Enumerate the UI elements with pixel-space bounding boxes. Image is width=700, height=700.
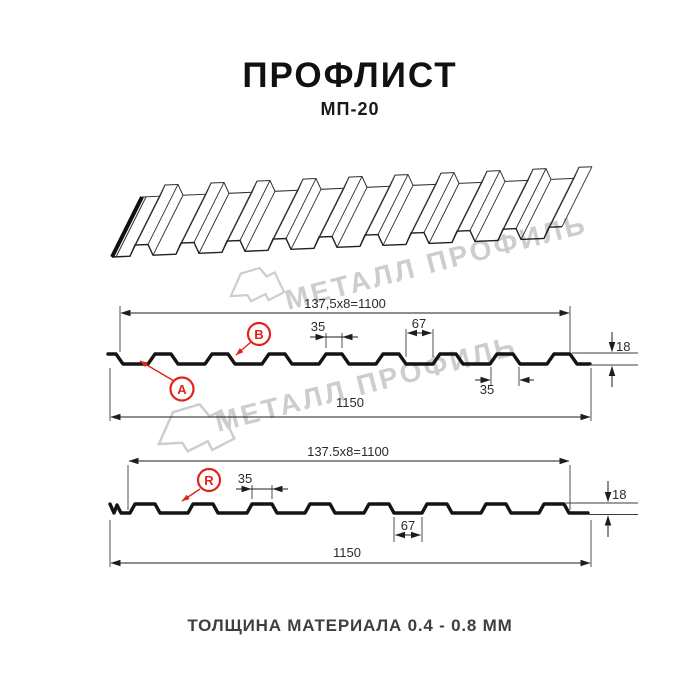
dim-working-width-r: 137.5x8=1100 <box>307 444 389 459</box>
dim-overall-width-a: 1150 <box>336 395 364 410</box>
profile-a-drawing: 137,5x8=1100 1150 35 67 35 18 A B <box>106 296 638 421</box>
profile-a-dimension-lines <box>110 309 616 421</box>
dim-rib-top-a: 35 <box>311 319 325 334</box>
dim-valley-r: 67 <box>401 518 415 533</box>
side-label-a: A <box>139 360 195 402</box>
watermark-brand-lower: МЕТАЛЛ ПРОФИЛЬ <box>212 330 521 438</box>
dim-height-r: 18 <box>612 487 626 502</box>
dim-height-a: 18 <box>616 339 630 354</box>
dim-rib-base-a: 35 <box>480 382 494 397</box>
profile-a-outline <box>106 352 592 366</box>
profile-r-outline <box>108 502 590 515</box>
label-a-letter: A <box>177 382 187 397</box>
watermark-logo-upper <box>229 266 286 303</box>
page-title: ПРОФЛИСТ <box>242 56 458 95</box>
side-label-b: B <box>235 321 272 356</box>
profile-r-dimension-lines <box>110 457 612 567</box>
dim-overall-width-r: 1150 <box>333 545 361 560</box>
material-thickness-note: ТОЛЩИНА МАТЕРИАЛА 0.4 - 0.8 ММ <box>187 616 513 635</box>
dim-valley-a: 67 <box>412 316 426 331</box>
profile-r-extension-lines <box>109 465 638 567</box>
profile-r-drawing: 137.5x8=1100 1150 35 67 18 R <box>108 444 638 567</box>
sheet-3d-view <box>110 166 593 258</box>
dim-rib-top-r: 35 <box>238 471 252 486</box>
side-label-r: R <box>181 467 222 502</box>
profile-model-subtitle: МП-20 <box>320 99 380 119</box>
profile-a-extension-lines <box>109 306 638 421</box>
watermark-logo-lower <box>156 402 236 453</box>
label-r-letter: R <box>204 473 214 488</box>
label-b-letter: B <box>254 327 263 342</box>
dim-working-width-a: 137,5x8=1100 <box>304 296 386 311</box>
